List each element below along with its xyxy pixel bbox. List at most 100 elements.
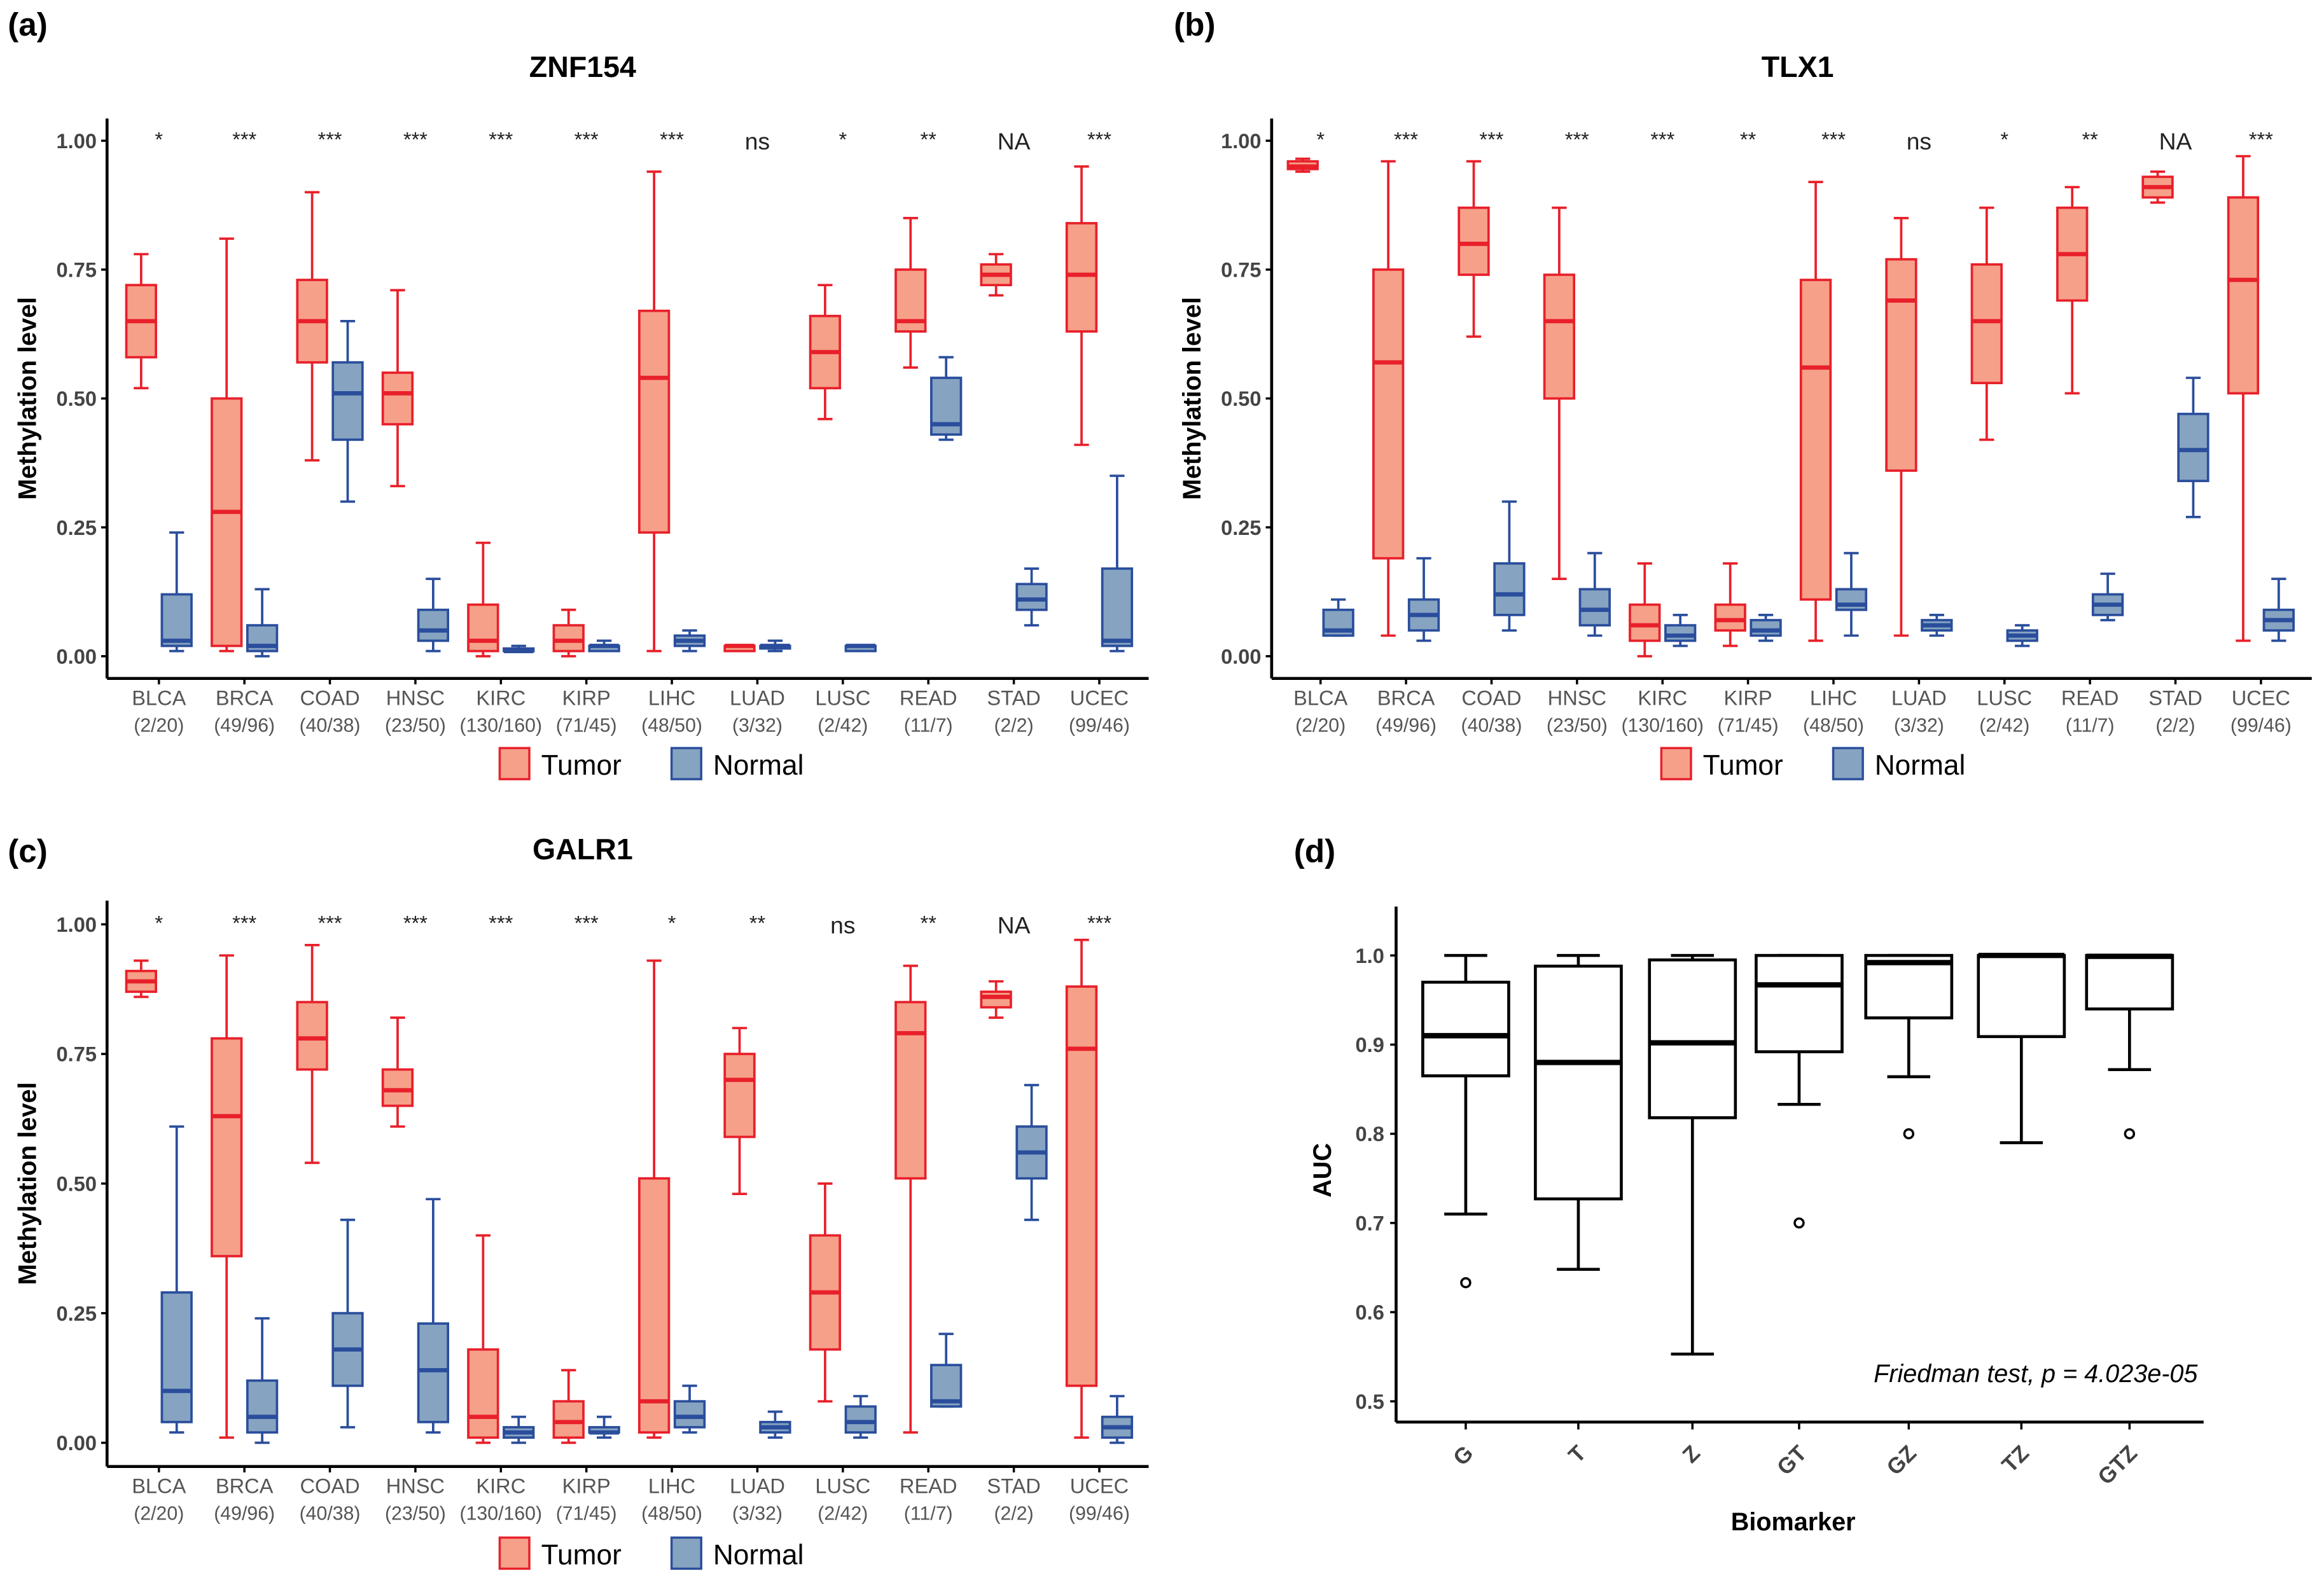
x-tick-label: BRCA — [216, 1474, 274, 1498]
tumor-box — [125, 959, 157, 999]
x-tick-label: GZ — [1882, 1441, 1921, 1480]
tumor-box — [552, 1369, 585, 1444]
box-iqr — [723, 1053, 756, 1139]
y-axis-label: Methylation level — [13, 297, 41, 500]
y-tick-label: 0.50 — [57, 1172, 97, 1195]
x-tick-label: LUAD — [730, 686, 785, 710]
legend-swatch-normal — [1832, 747, 1864, 780]
normal-box — [417, 1198, 450, 1434]
normal-box — [160, 1125, 193, 1434]
box-iqr — [980, 990, 1012, 1009]
x-tick-label: BRCA — [216, 686, 274, 710]
y-tick-label: 0.50 — [57, 387, 97, 410]
sample-count-label: (40/38) — [300, 1504, 361, 1525]
x-tick-label: HNSC — [386, 1474, 445, 1498]
box-iqr — [417, 1322, 450, 1423]
sample-count-label: (48/50) — [641, 1504, 702, 1525]
sample-count-label: (11/7) — [2066, 716, 2115, 737]
legend: Tumor Normal — [498, 747, 804, 781]
sample-count-label: (49/96) — [214, 716, 275, 737]
normal-box — [2177, 377, 2209, 518]
significance-label: ** — [2082, 128, 2098, 151]
legend: Tumor Normal — [498, 1536, 804, 1570]
tumor-box — [125, 253, 157, 390]
chart-title: GALR1 — [532, 833, 633, 866]
y-tick-label: 0.00 — [57, 644, 97, 668]
sample-count-label: (40/38) — [300, 716, 361, 737]
box-iqr — [1750, 619, 1782, 637]
significance-label: * — [155, 911, 163, 935]
x-tick-label: LIHC — [648, 686, 695, 710]
x-tick-label: LIHC — [648, 1474, 695, 1498]
box-iqr — [467, 1348, 499, 1439]
legend-label-normal: Normal — [713, 750, 804, 781]
sample-count-label: (2/42) — [1979, 716, 2029, 737]
x-tick-label: READ — [2061, 686, 2119, 710]
box-iqr — [381, 371, 414, 426]
sample-count-label: (71/45) — [1718, 716, 1779, 737]
normal-box — [759, 639, 791, 653]
x-tick-label: UCEC — [2232, 686, 2290, 710]
significance-label: ns — [830, 911, 855, 938]
sample-count-label: (2/2) — [994, 716, 1033, 737]
x-tick-label: COAD — [300, 1474, 359, 1498]
sample-count-label: (23/50) — [385, 1504, 446, 1525]
normal-box — [1921, 614, 1953, 637]
tumor-box — [1543, 206, 1576, 581]
tumor-box — [809, 1182, 842, 1403]
significance-label: *** — [574, 911, 599, 935]
box-iqr — [246, 1379, 279, 1434]
y-tick-label: 0.00 — [1221, 644, 1261, 668]
box-iqr — [1065, 985, 1098, 1387]
sample-count-label: (2/42) — [818, 716, 868, 737]
sample-count-label: (49/96) — [1375, 716, 1437, 737]
normal-box — [2006, 624, 2038, 647]
significance-label: *** — [1650, 128, 1674, 151]
tumor-box — [894, 216, 927, 369]
tumor-box — [1714, 562, 1746, 647]
tumor-box — [467, 541, 499, 658]
normal-box — [1015, 1084, 1048, 1221]
box-iqr — [160, 593, 193, 647]
tumor-box — [1458, 160, 1490, 338]
sample-count-label: (99/46) — [2230, 716, 2292, 737]
box-iqr — [1714, 603, 1746, 632]
legend-swatch-tumor — [498, 1536, 531, 1570]
y-tick-label: 0.7 — [1356, 1211, 1384, 1235]
auc-box — [2085, 953, 2174, 1071]
y-tick-label: 0.8 — [1356, 1122, 1384, 1145]
y-axis-label: Methylation level — [1178, 297, 1206, 500]
significance-label: *** — [1565, 128, 1589, 151]
box-iqr — [1885, 258, 1917, 472]
tumor-box — [1970, 206, 2003, 441]
significance-label: * — [155, 128, 163, 151]
box-iqr — [331, 361, 364, 441]
box-iqr — [296, 1000, 328, 1071]
box-iqr — [2227, 196, 2260, 395]
significance-label: *** — [403, 911, 428, 935]
outlier-point — [1903, 1128, 1915, 1140]
sample-count-label: (49/96) — [214, 1504, 275, 1525]
significance-label: ns — [1907, 128, 1931, 155]
sample-count-label: (3/32) — [732, 716, 783, 737]
significance-label: * — [1316, 128, 1325, 151]
tumor-box — [296, 944, 328, 1165]
legend-swatch-normal — [670, 747, 702, 780]
normal-box — [759, 1410, 791, 1439]
tumor-box — [637, 170, 671, 653]
sample-count-label: (23/50) — [385, 716, 446, 737]
x-tick-label: BLCA — [1293, 686, 1347, 710]
box-iqr — [1755, 953, 1844, 1053]
significance-label: * — [2000, 128, 2008, 151]
auc-box — [1977, 952, 2066, 1144]
sample-count-label: (2/20) — [1295, 716, 1346, 737]
x-tick-label: TZ — [1997, 1441, 2034, 1478]
y-tick-label: 0.25 — [1221, 516, 1261, 539]
legend-label-normal: Normal — [1875, 750, 1966, 781]
y-axis-label: AUC — [1309, 1143, 1337, 1198]
box-iqr — [1799, 279, 1832, 601]
box-iqr — [1534, 964, 1623, 1201]
x-tick-label: LUSC — [1977, 686, 2032, 710]
x-tick-label: LUAD — [730, 1474, 785, 1498]
